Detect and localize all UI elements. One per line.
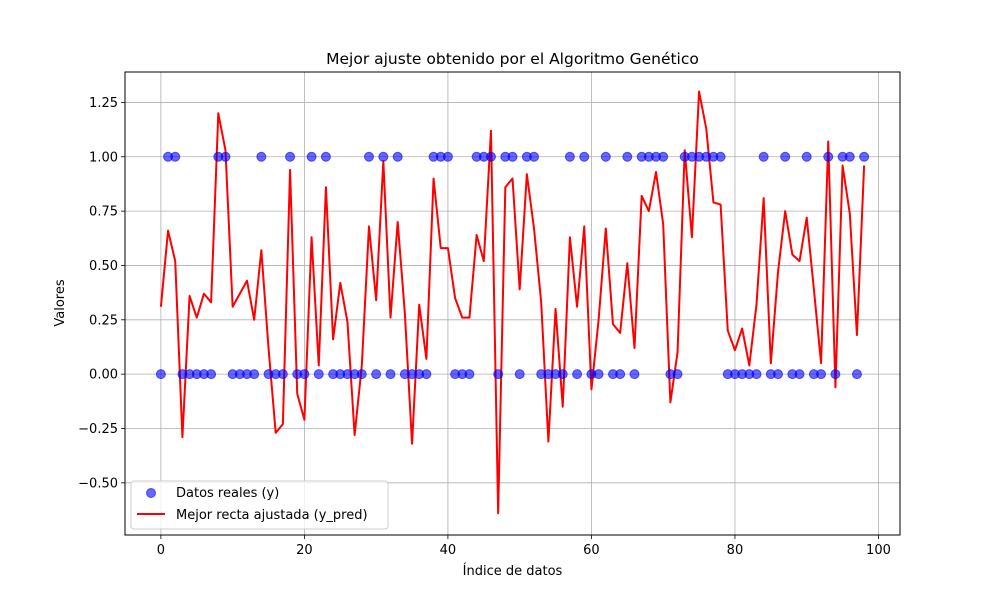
scatter-point (170, 151, 181, 162)
scatter-point (593, 369, 604, 380)
scatter-point (758, 151, 769, 162)
scatter-point (715, 151, 726, 162)
y-axis-label: Valores (53, 279, 68, 326)
y-tick-label: −0.50 (78, 476, 118, 491)
scatter-point (572, 369, 583, 380)
legend-scatter-label: Datos reales (y) (176, 486, 279, 501)
scatter-point (622, 151, 633, 162)
scatter-point (256, 151, 267, 162)
x-tick-label: 100 (866, 543, 891, 558)
scatter-point (442, 151, 453, 162)
scatter-point (579, 151, 590, 162)
scatter-point (493, 369, 504, 380)
legend-line-label: Mejor recta ajustada (y_pred) (176, 508, 368, 523)
legend-scatter-marker (146, 488, 156, 498)
scatter-point (816, 369, 827, 380)
x-tick-label: 80 (727, 543, 744, 558)
scatter-point (485, 151, 496, 162)
plot-area (124, 71, 901, 536)
scatter-point (794, 369, 805, 380)
y-tick-label: −0.25 (78, 422, 118, 437)
x-tick-label: 20 (296, 543, 313, 558)
scatter-point (823, 151, 834, 162)
scatter-point (672, 369, 683, 380)
scatter-point (155, 369, 166, 380)
x-tick-label: 40 (440, 543, 457, 558)
scatter-point (514, 369, 525, 380)
legend-box (130, 480, 389, 530)
scatter-point (844, 151, 855, 162)
scatter-point (285, 151, 296, 162)
scatter-point (564, 151, 575, 162)
y-tick-label: 0.00 (89, 368, 118, 383)
x-tick-label: 60 (583, 543, 600, 558)
scatter-point (385, 369, 396, 380)
scatter-point (830, 369, 841, 380)
scatter-point (313, 369, 324, 380)
scatter-point (801, 151, 812, 162)
scatter-point (859, 151, 870, 162)
scatter-point (363, 151, 374, 162)
scatter-point (615, 369, 626, 380)
scatter-point (773, 369, 784, 380)
scatter-point (629, 369, 640, 380)
scatter-point (751, 369, 762, 380)
scatter-point (299, 369, 310, 380)
scatter-point (507, 151, 518, 162)
axis-ticks: 0 20 40 60 80 100 −0.50 −0.25 0.00 0.25 0.50 0.75 1.… (78, 96, 891, 558)
scatter-point (378, 151, 389, 162)
line-series-layer (159, 90, 866, 515)
scatter-point (851, 369, 862, 380)
scatter-point (557, 369, 568, 380)
line-series-y-pred (159, 90, 866, 515)
legend: Datos reales (y) Mejor recta ajustada (y… (130, 480, 389, 530)
scatter-point (529, 151, 540, 162)
scatter-point (206, 369, 217, 380)
scatter-point (600, 151, 611, 162)
scatter-point (356, 369, 367, 380)
y-tick-label: 0.75 (89, 205, 118, 220)
scatter-series-layer (155, 151, 870, 380)
scatter-point (658, 151, 669, 162)
scatter-point (277, 369, 288, 380)
x-axis-label: Índice de datos (463, 563, 563, 579)
scatter-point (249, 369, 260, 380)
y-tick-label: 0.50 (89, 259, 118, 274)
scatter-point (306, 151, 317, 162)
scatter-point (464, 369, 475, 380)
scatter-point (780, 151, 791, 162)
scatter-point (320, 151, 331, 162)
scatter-point (220, 151, 231, 162)
y-tick-label: 1.25 (89, 96, 118, 111)
chart-title: Mejor ajuste obtenido por el Algoritmo G… (326, 50, 699, 68)
scatter-point (371, 369, 382, 380)
y-tick-label: 0.25 (89, 313, 118, 328)
scatter-point (392, 151, 403, 162)
y-tick-label: 1.00 (89, 150, 118, 165)
x-tick-label: 0 (157, 543, 165, 558)
scatter-point (421, 369, 432, 380)
